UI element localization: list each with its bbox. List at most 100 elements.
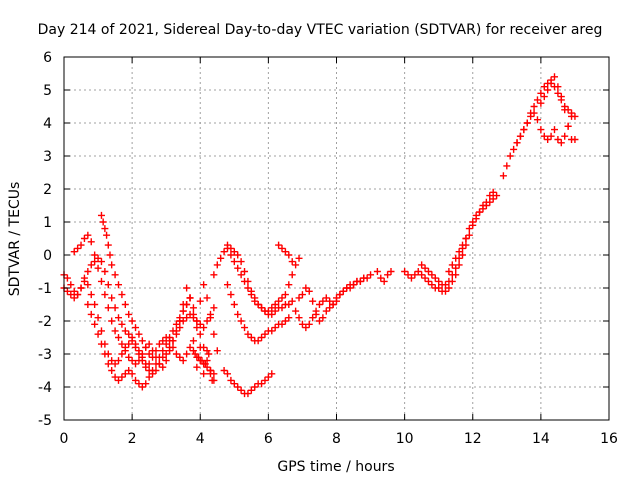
data-point: [125, 340, 133, 348]
x-axis-title: GPS time / hours: [277, 459, 394, 475]
data-point: [258, 380, 266, 388]
data-point: [121, 301, 129, 308]
data-point: [210, 271, 218, 279]
data-point: [97, 258, 105, 266]
data-point: [99, 218, 107, 226]
data-point: [77, 284, 85, 292]
data-point: [166, 334, 174, 341]
data-point: [424, 268, 432, 275]
data-point: [533, 116, 541, 124]
data-point: [169, 327, 177, 335]
data-point: [295, 254, 303, 262]
data-point: [404, 271, 412, 279]
data-point: [159, 337, 167, 345]
series-13: [295, 274, 368, 325]
series-10: [220, 367, 276, 398]
data-point: [152, 360, 160, 368]
data-point: [329, 301, 337, 308]
data-point: [486, 192, 494, 200]
data-point: [326, 297, 334, 305]
data-point: [237, 258, 245, 266]
data-point: [271, 301, 279, 308]
data-point: [309, 314, 317, 322]
data-point: [326, 304, 334, 312]
data-point: [537, 89, 545, 97]
data-point: [138, 337, 146, 345]
x-tick-label: 8: [332, 431, 341, 447]
data-point: [322, 307, 330, 315]
data-point: [254, 337, 262, 345]
data-point: [261, 330, 269, 338]
data-point: [166, 347, 174, 355]
data-point: [142, 343, 150, 351]
data-point: [302, 324, 310, 332]
data-point: [510, 145, 518, 153]
data-point: [230, 248, 238, 256]
data-point: [179, 307, 187, 315]
data-point: [271, 324, 279, 332]
data-point: [224, 244, 231, 252]
data-point: [74, 244, 82, 252]
data-point: [138, 383, 146, 391]
data-point: [145, 350, 153, 358]
data-point: [77, 241, 85, 249]
data-point: [251, 297, 259, 305]
data-point: [278, 244, 286, 252]
data-point: [210, 330, 218, 338]
y-tick-label: -3: [38, 347, 52, 363]
data-point: [135, 357, 143, 365]
data-point: [189, 310, 197, 318]
y-tick-label: 3: [43, 149, 52, 165]
data-point: [244, 390, 252, 398]
data-point: [162, 340, 170, 348]
x-tick-label: 14: [532, 431, 550, 447]
data-point: [551, 73, 558, 81]
data-point: [462, 235, 470, 242]
data-point: [278, 304, 286, 312]
data-point: [87, 238, 95, 246]
data-point: [520, 126, 528, 134]
data-point: [251, 383, 259, 391]
data-point: [91, 258, 99, 266]
data-point: [302, 284, 310, 292]
chart-title: Day 214 of 2021, Sidereal Day-to-day VTE…: [38, 22, 603, 38]
data-point: [241, 324, 249, 332]
data-point: [418, 261, 426, 269]
data-point: [298, 291, 306, 299]
series-8: [224, 281, 293, 345]
data-point: [84, 301, 92, 308]
data-point: [206, 314, 214, 322]
data-point: [435, 284, 443, 292]
data-point: [350, 281, 358, 289]
data-point: [183, 284, 191, 292]
data-point: [108, 357, 116, 365]
data-point: [108, 367, 116, 374]
data-point: [258, 334, 266, 341]
data-point: [516, 132, 524, 140]
data-point: [367, 271, 375, 279]
data-point: [261, 376, 269, 384]
data-point: [241, 277, 249, 285]
data-point: [315, 301, 323, 308]
data-point: [111, 373, 119, 381]
data-point: [155, 353, 163, 361]
data-point: [162, 350, 170, 358]
data-point: [322, 294, 330, 302]
data-point: [551, 126, 558, 134]
data-point: [421, 274, 429, 282]
data-point: [145, 340, 153, 348]
data-point: [547, 132, 555, 140]
y-tick-label: -2: [38, 314, 52, 330]
data-point: [203, 317, 211, 325]
data-point: [118, 320, 126, 328]
data-point: [472, 211, 480, 219]
data-point: [476, 208, 484, 216]
data-point: [288, 271, 296, 279]
data-point: [227, 291, 235, 299]
data-point: [407, 274, 415, 282]
x-tick-label: 12: [464, 431, 482, 447]
data-point: [70, 294, 78, 302]
x-tick-label: 6: [264, 431, 273, 447]
data-point: [281, 248, 289, 256]
